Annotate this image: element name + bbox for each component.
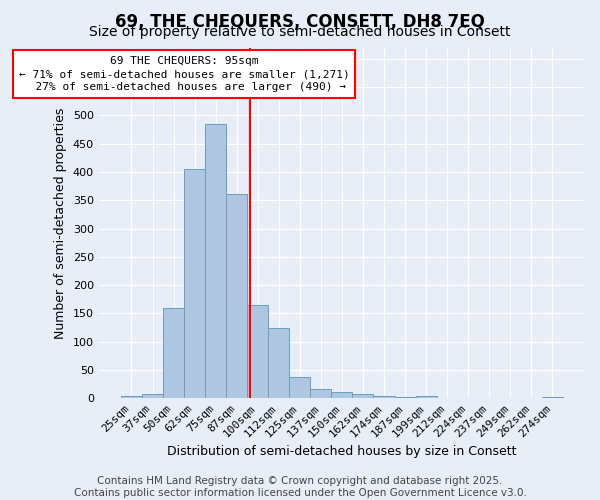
- Bar: [184, 169, 205, 398]
- Bar: [205, 124, 226, 398]
- Text: 69 THE CHEQUERS: 95sqm
← 71% of semi-detached houses are smaller (1,271)
  27% o: 69 THE CHEQUERS: 95sqm ← 71% of semi-det…: [19, 56, 349, 92]
- Bar: [352, 394, 373, 398]
- Bar: [373, 396, 395, 398]
- Text: Contains HM Land Registry data © Crown copyright and database right 2025.
Contai: Contains HM Land Registry data © Crown c…: [74, 476, 526, 498]
- Bar: [331, 392, 352, 398]
- Y-axis label: Number of semi-detached properties: Number of semi-detached properties: [55, 107, 67, 338]
- Bar: [289, 378, 310, 398]
- Bar: [163, 308, 184, 398]
- Bar: [121, 396, 142, 398]
- Bar: [395, 396, 416, 398]
- Bar: [416, 396, 437, 398]
- Bar: [542, 396, 563, 398]
- Text: Size of property relative to semi-detached houses in Consett: Size of property relative to semi-detach…: [89, 25, 511, 39]
- Bar: [142, 394, 163, 398]
- Bar: [310, 389, 331, 398]
- Bar: [247, 305, 268, 398]
- Bar: [268, 328, 289, 398]
- Bar: [226, 194, 247, 398]
- Text: 69, THE CHEQUERS, CONSETT, DH8 7EQ: 69, THE CHEQUERS, CONSETT, DH8 7EQ: [115, 12, 485, 30]
- X-axis label: Distribution of semi-detached houses by size in Consett: Distribution of semi-detached houses by …: [167, 444, 517, 458]
